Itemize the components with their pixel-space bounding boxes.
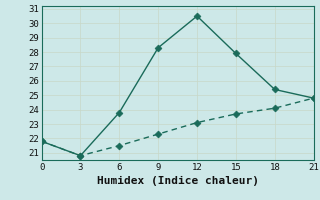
X-axis label: Humidex (Indice chaleur): Humidex (Indice chaleur) [97,176,259,186]
